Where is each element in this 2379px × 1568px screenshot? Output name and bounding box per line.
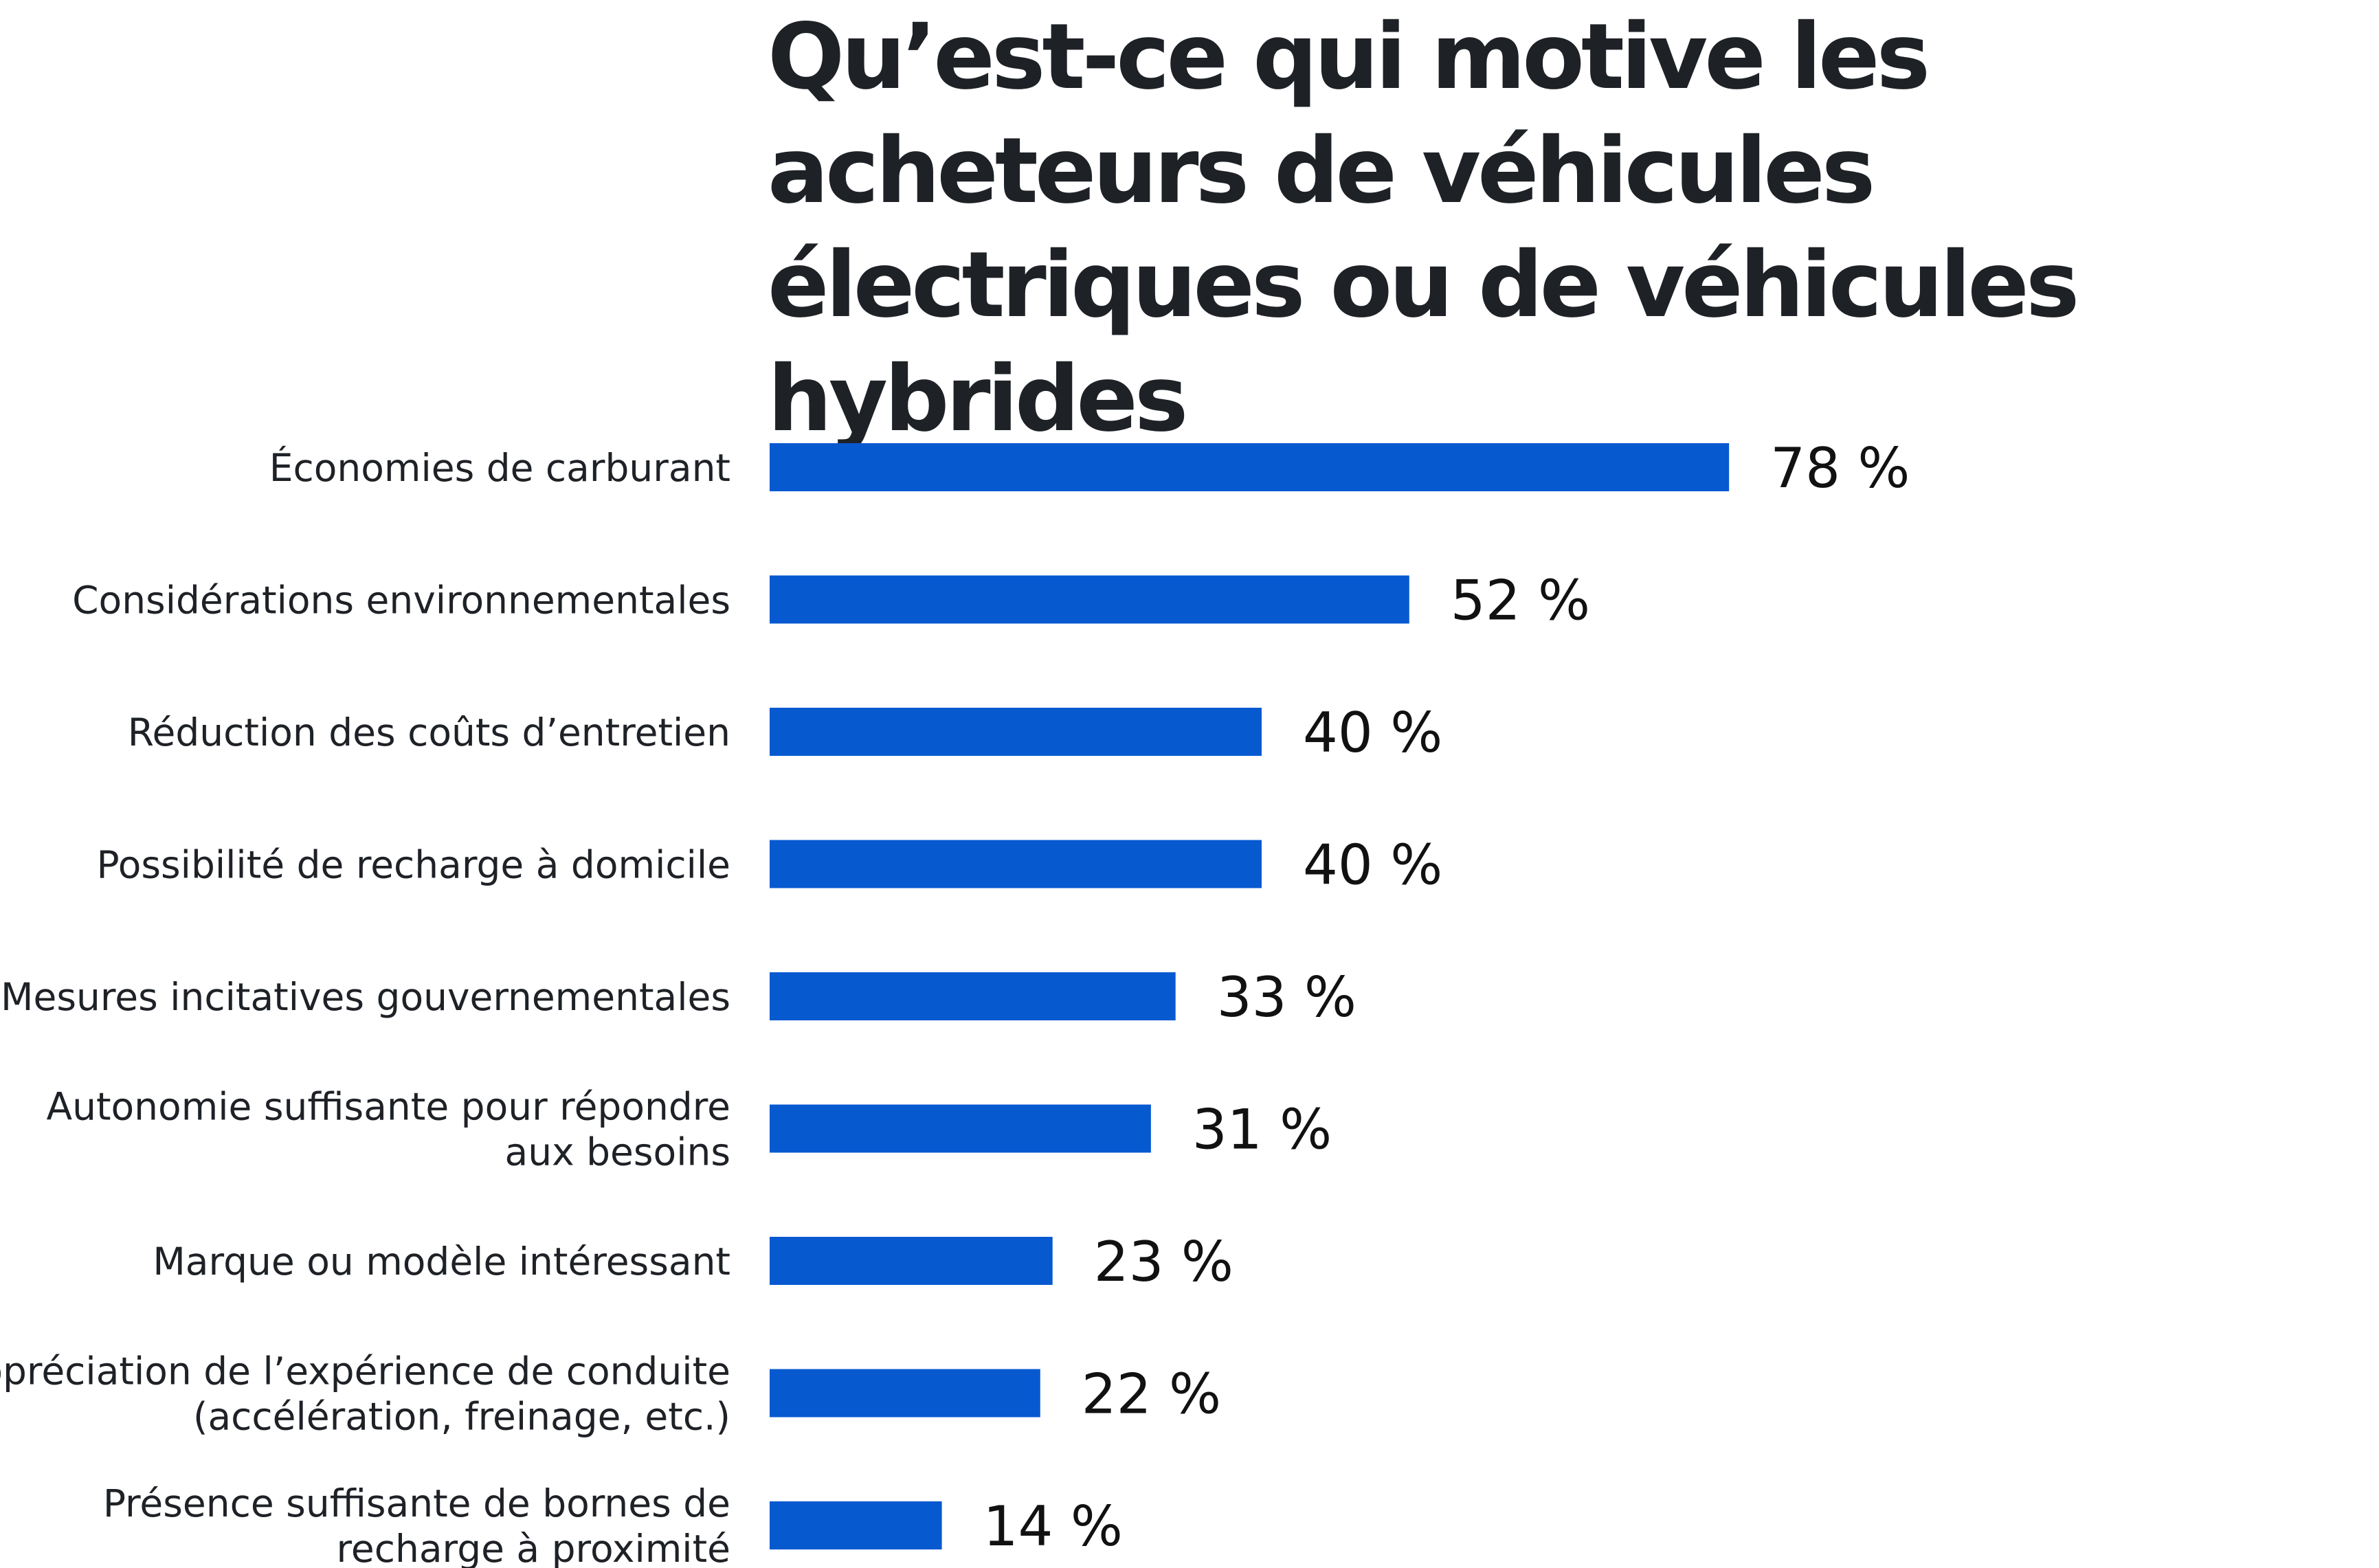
category-label: Possibilité de recharge à domicile: [97, 843, 731, 887]
bar: [770, 1369, 1040, 1418]
category-labels: Économies de carburant Considérations env…: [0, 446, 730, 1568]
bar: [770, 840, 1262, 888]
bar: [770, 1501, 942, 1549]
value-label: 33 %: [1217, 965, 1356, 1029]
category-label: aux besoins: [505, 1130, 730, 1174]
category-label: Économies de carburant: [269, 446, 730, 490]
bar: [770, 1104, 1151, 1153]
value-label: 23 %: [1094, 1230, 1233, 1294]
bar: [770, 575, 1409, 624]
category-label: Mesures incitatives gouvernementales: [1, 975, 730, 1019]
value-label: 52 %: [1451, 569, 1590, 633]
bar: [770, 972, 1176, 1020]
category-label: Réduction des coûts d’entretien: [128, 710, 730, 754]
value-label: 14 %: [983, 1494, 1123, 1558]
value-labels: 78 % 52 % 40 % 40 % 33 % 31 % 23 % 22 % 14 %: [983, 436, 1910, 1558]
bar: [770, 708, 1262, 756]
category-label: Considérations environnementales: [72, 579, 730, 623]
chart-title: Qu’est-ce qui motive les acheteurs de vé…: [768, 4, 2079, 452]
category-label: (accélération, freinage, etc.): [193, 1395, 730, 1439]
value-label: 78 %: [1770, 436, 1910, 500]
category-label: Appréciation de l’expérience de conduite: [0, 1349, 730, 1393]
value-label: 40 %: [1303, 701, 1442, 765]
category-label: Marque ou modèle intéressant: [153, 1240, 730, 1284]
category-label: Autonomie suffisante pour répondre: [46, 1085, 730, 1129]
value-label: 31 %: [1192, 1098, 1332, 1162]
bar: [770, 443, 1730, 491]
category-label: recharge à proximité: [337, 1527, 730, 1568]
bar: [770, 1237, 1053, 1285]
category-label: Présence suffisante de bornes de: [103, 1481, 730, 1525]
bars: [770, 443, 1730, 1549]
value-label: 40 %: [1303, 833, 1442, 897]
value-label: 22 %: [1082, 1363, 1221, 1426]
